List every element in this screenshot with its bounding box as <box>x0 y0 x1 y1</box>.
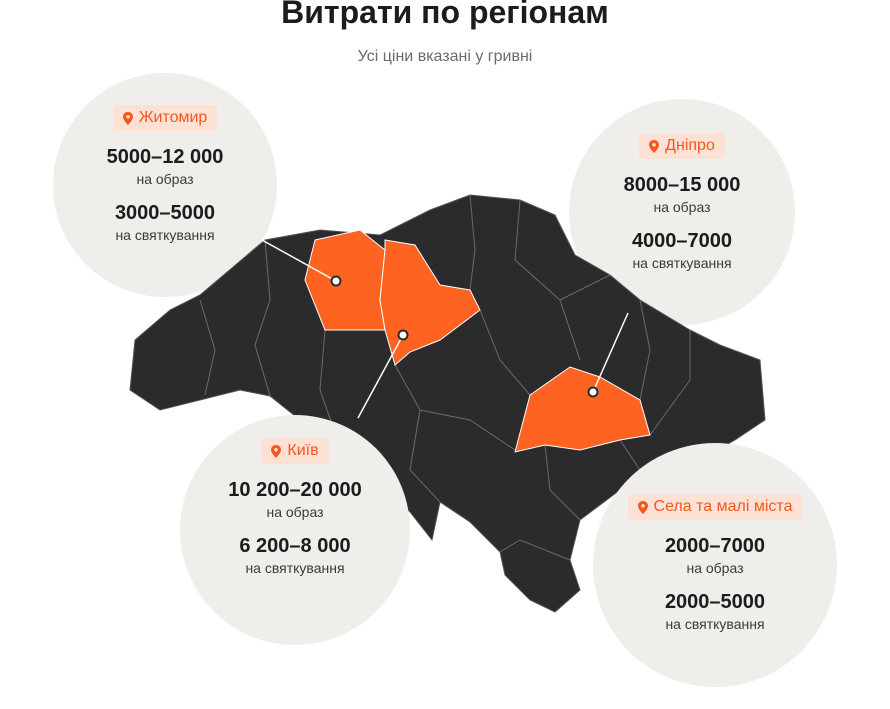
price-portrait: 10 200–20 000 <box>228 479 362 501</box>
region-dnipro <box>514 366 651 453</box>
callout: Житомир 5000–12 000 на образ 3000–5000 на св… <box>35 105 295 245</box>
label-portrait: на образ <box>136 171 194 187</box>
region-name: Київ <box>287 442 319 459</box>
callout-circle <box>180 415 410 645</box>
price-celebration: 3000–5000 <box>114 202 216 224</box>
label-celebration: на святкування <box>115 227 215 243</box>
region-name: Села та малі міста <box>653 498 793 515</box>
callout: Київ 10 200–20 000 на образ 6 200–8 000 на с… <box>165 438 425 578</box>
title: Витрати по регіонам <box>281 0 609 30</box>
price-portrait: 5000–12 000 <box>106 146 224 168</box>
region-badge: Житомир <box>112 105 218 131</box>
pin-icon <box>649 139 660 153</box>
label-celebration: на святкування <box>632 255 732 271</box>
region-badge: Дніпро <box>639 133 725 159</box>
label-portrait: на образ <box>686 560 744 576</box>
pin-icon <box>122 111 133 125</box>
price-portrait: 8000–15 000 <box>623 174 741 196</box>
price-portrait: 2000–7000 <box>664 535 766 557</box>
region-borders <box>199 194 691 561</box>
callout: Села та малі міста 2000–7000 на образ 2000–… <box>585 494 845 634</box>
price-celebration: 6 200–8 000 <box>239 535 351 557</box>
callout-circle <box>53 73 277 297</box>
label-portrait: на образ <box>266 504 324 520</box>
leader-lines <box>261 239 629 419</box>
region-badge: Села та малі міста <box>627 494 803 520</box>
callout: Дніпро 8000–15 000 на образ 4000–7000 на свя… <box>552 133 812 273</box>
region-badge: Київ <box>261 438 329 464</box>
price-celebration: 4000–7000 <box>631 230 733 252</box>
label-portrait: на образ <box>653 199 711 215</box>
subtitle: Усі ціни вказані у гривні <box>357 48 533 65</box>
region-name: Дніпро <box>665 137 715 154</box>
label-celebration: на святкування <box>245 560 345 576</box>
pin-icon <box>637 500 648 514</box>
label-celebration: на святкування <box>665 616 765 632</box>
region-name: Житомир <box>138 109 208 126</box>
pin-icon <box>271 444 282 458</box>
callout-circle <box>569 99 795 325</box>
price-celebration: 2000–5000 <box>664 591 766 613</box>
city-dots <box>330 275 599 398</box>
